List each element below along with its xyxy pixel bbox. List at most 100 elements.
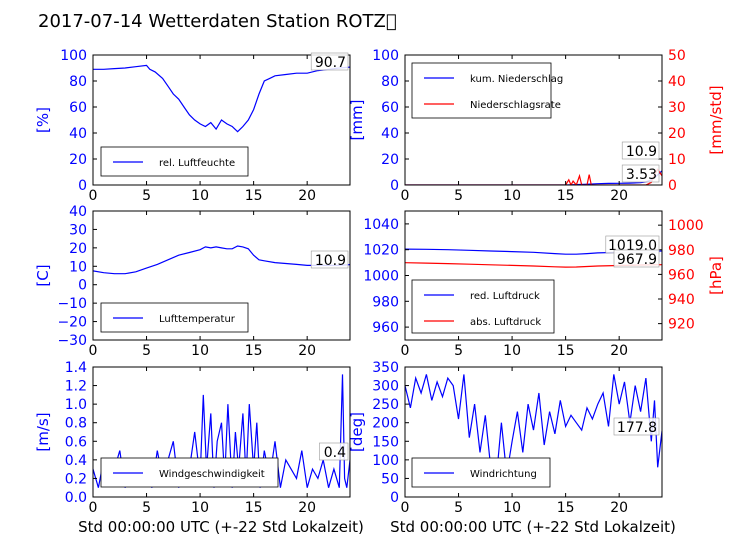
value-annotation: 90.7 [315,55,346,71]
y-tick-label: 100 [60,48,87,64]
series-line-1 [405,374,662,483]
y-tick-label: 0 [78,178,87,194]
value-annotation: 10.9 [315,253,346,269]
value-annotation: 3.53 [626,167,657,183]
y2-tick-label: 920 [668,317,695,333]
y-tick-label: 1000 [363,269,399,285]
y-axis-label: [mm] [348,100,366,141]
legend-label: rel. Luftfeuchte [159,158,235,169]
legend-label: abs. Luftdruck [470,317,541,328]
legend-label: red. Luftdruck [470,291,540,302]
y-tick-label: 1.2 [65,379,87,395]
value-annotation: 10.9 [626,144,657,160]
y-tick-label: 60 [69,100,87,116]
panel-6: 0 5 10 15 20050100150200250300350[deg]Windri… [348,360,663,516]
y-tick-label: 80 [381,74,399,90]
x-tick-label: 5 [454,188,463,204]
y-tick-label: 0 [390,178,399,194]
y2-tick-label: 10 [668,152,686,168]
legend-label: Windgeschwindigkeit [159,469,265,480]
y2-tick-label: 1000 [668,218,704,234]
y-tick-label: −10 [57,296,87,312]
y2-axis-label: [hPa] [707,256,725,295]
x-tick-label: 5 [142,500,151,516]
y2-tick-label: 0 [668,178,677,194]
y-tick-label: 250 [372,397,399,413]
x-tick-label: 10 [503,500,521,516]
series-line-2 [405,262,662,268]
y-tick-label: 0.6 [65,434,87,450]
x-tick-label: 0 [89,343,98,359]
legend-box [411,62,552,119]
y-tick-label: 20 [381,152,399,168]
axes-frame [404,54,663,186]
y2-axis-label: [mm/std] [707,85,725,154]
y-tick-label: −30 [57,333,87,349]
y-tick-label: 1.0 [65,397,87,413]
y-tick-label: 0.0 [65,490,87,506]
value-annotation: 967.9 [617,252,657,268]
y-tick-label: 150 [372,434,399,450]
y-tick-label: 980 [372,294,399,310]
legend-label: Niederschlagsrate [470,100,561,111]
y-tick-label: 20 [69,152,87,168]
y2-tick-label: 980 [668,243,695,259]
value-annotation-box [621,164,660,183]
panel-3: 0 5 10 15 20 −30 −20 −10 0 10 20 30 40 [C] Lufttempera… [34,204,351,359]
y2-tick-label: 30 [668,100,686,116]
x-tick-label: 20 [610,343,628,359]
y-tick-label: 40 [381,126,399,142]
value-annotation-box [613,249,660,268]
panel-5: 0 5 10 15 20 0.0 0.2 0.4 0.6 0.8 1.0 1.2 1.4 [m/s] Win… [34,360,351,516]
y-tick-label: 40 [69,126,87,142]
y-tick-label: 20 [69,241,87,257]
axes-frame [404,366,663,498]
panel-1: 0 5 10 15 20 0 20 40 60 80 100 [%] rel. Luftfeuchte 9… [34,48,351,204]
y-tick-label: 0.8 [65,416,87,432]
y-tick-label: 40 [69,204,87,220]
x-tick-label: 0 [89,500,98,516]
value-annotation-box [319,442,349,461]
y-tick-label: 80 [69,74,87,90]
x-tick-label: 15 [245,343,263,359]
y2-tick-label: 960 [668,267,695,283]
x-tick-label: 10 [503,188,521,204]
legend-label: kum. Niederschlag [470,74,563,85]
y-tick-label: 300 [372,379,399,395]
y-axis-label: [%] [34,107,52,133]
value-annotation-box [613,417,660,436]
x-tick-label: 15 [557,500,575,516]
x-tick-label: 10 [503,343,521,359]
series-line-1 [93,64,350,133]
y-tick-label: 0 [78,278,87,294]
y-tick-label: 60 [381,100,399,116]
value-annotation-box [621,141,660,160]
x-tick-label: 20 [298,188,316,204]
y-tick-label: 960 [372,320,399,336]
y-tick-label: 0 [390,490,399,506]
series-line-2 [405,168,662,185]
x-tick-label: 5 [142,188,151,204]
x-axis-label-right: Std 00:00:00 UTC (+-22 Std Lokalzeit) [390,518,676,536]
x-tick-label: 5 [142,343,151,359]
x-tick-label: 15 [245,500,263,516]
value-annotation: 0.4 [324,445,346,461]
y-tick-label: 1040 [363,217,399,233]
y2-tick-label: 20 [668,126,686,142]
x-tick-label: 5 [454,500,463,516]
y-tick-label: 30 [69,222,87,238]
y-axis-label: [m/s] [34,412,52,451]
figure-title: 2017-07-14 Wetterdaten Station ROTZ  [38,11,397,32]
x-tick-label: 0 [401,343,410,359]
y-tick-label: 100 [372,453,399,469]
x-tick-label: 0 [401,188,410,204]
x-axis-label-left: Std 00:00:00 UTC (+-22 Std Lokalzeit) [78,518,364,536]
x-tick-label: 15 [557,343,575,359]
y-tick-label: 1.4 [65,360,87,376]
x-tick-label: 10 [191,500,209,516]
x-tick-label: 15 [245,188,263,204]
legend-box [411,279,555,334]
x-tick-label: 20 [298,343,316,359]
